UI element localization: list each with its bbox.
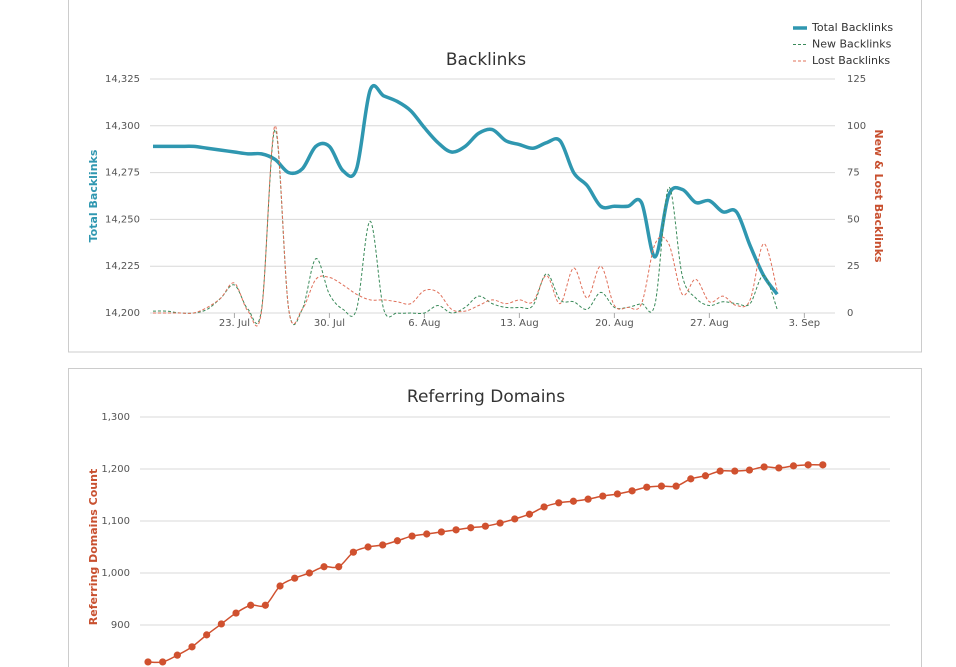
series-line	[152, 83, 779, 296]
point	[247, 601, 255, 609]
point	[423, 530, 431, 538]
point	[144, 658, 152, 666]
point	[364, 543, 372, 551]
point	[672, 482, 680, 490]
y2-tick-label: 50	[847, 214, 860, 225]
point	[261, 601, 269, 609]
point	[203, 631, 211, 639]
x-tick-label: 20. Aug	[595, 318, 634, 329]
point	[745, 466, 754, 474]
y2-tick-label: 75	[847, 168, 860, 179]
point	[481, 522, 490, 530]
y-tick-label: 14,275	[105, 168, 140, 179]
x-tick-label: 27. Aug	[690, 318, 729, 329]
point	[804, 461, 812, 469]
x-tick-label: 6. Aug	[408, 318, 440, 329]
y-tick-label: 14,250	[105, 214, 140, 225]
y2-axis-title: New & Lost Backlinks	[872, 129, 885, 263]
point	[511, 515, 519, 523]
y2-tick-label: 125	[847, 74, 866, 85]
y2-tick-label: 100	[847, 121, 866, 132]
y-tick-label: 14,300	[105, 121, 140, 132]
point	[555, 499, 563, 507]
point	[540, 503, 548, 511]
point	[525, 510, 534, 518]
point	[819, 461, 827, 469]
x-tick-label: 23. Jul	[219, 318, 250, 329]
point	[628, 487, 636, 495]
y-tick-label: 1,300	[101, 412, 130, 423]
point	[467, 524, 475, 532]
card	[68, 368, 922, 667]
x-tick-label: 3. Sep	[789, 318, 821, 329]
point	[305, 569, 313, 577]
chart-title: Backlinks	[446, 50, 526, 70]
point	[408, 532, 416, 540]
point	[760, 463, 768, 471]
point	[716, 467, 724, 475]
point	[232, 609, 240, 617]
point	[496, 519, 504, 527]
point	[276, 582, 284, 590]
series-line	[153, 125, 778, 327]
point	[379, 541, 387, 549]
point	[643, 483, 651, 491]
y-tick-label: 1,200	[101, 464, 130, 475]
y-tick-label: 900	[111, 620, 130, 631]
card	[68, 0, 922, 353]
y-tick-label: 14,325	[105, 74, 140, 85]
point	[159, 658, 167, 666]
y-tick-label: 1,000	[101, 568, 130, 579]
y-tick-label: 14,225	[105, 261, 140, 272]
point	[657, 482, 666, 490]
point	[687, 475, 695, 483]
y-tick-label: 14,200	[105, 308, 140, 319]
y2-tick-label: 25	[847, 261, 860, 272]
point	[437, 528, 445, 536]
y-tick-label: 1,100	[101, 516, 130, 527]
point	[349, 548, 357, 556]
x-tick-label: 13. Aug	[500, 318, 539, 329]
point	[188, 643, 196, 651]
point	[452, 526, 460, 534]
point	[731, 467, 739, 475]
point	[599, 492, 607, 500]
point	[584, 495, 592, 503]
point	[569, 497, 578, 505]
point	[173, 651, 181, 659]
point	[320, 563, 328, 571]
legend-label[interactable]: Lost Backlinks	[812, 54, 890, 67]
point	[701, 472, 710, 480]
point	[789, 462, 798, 470]
y2-tick-label: 0	[847, 308, 853, 319]
point	[217, 620, 225, 628]
x-tick-label: 30. Jul	[314, 318, 345, 329]
y-axis-title: Total Backlinks	[87, 149, 100, 242]
point	[291, 574, 299, 582]
point	[613, 490, 622, 498]
point	[775, 464, 783, 472]
point	[393, 537, 401, 545]
legend-label[interactable]: Total Backlinks	[811, 21, 893, 34]
legend-label[interactable]: New Backlinks	[812, 38, 892, 51]
chart-title: Referring Domains	[407, 387, 565, 407]
point	[335, 563, 343, 571]
y-axis-title: Referring Domains Count	[87, 469, 100, 625]
